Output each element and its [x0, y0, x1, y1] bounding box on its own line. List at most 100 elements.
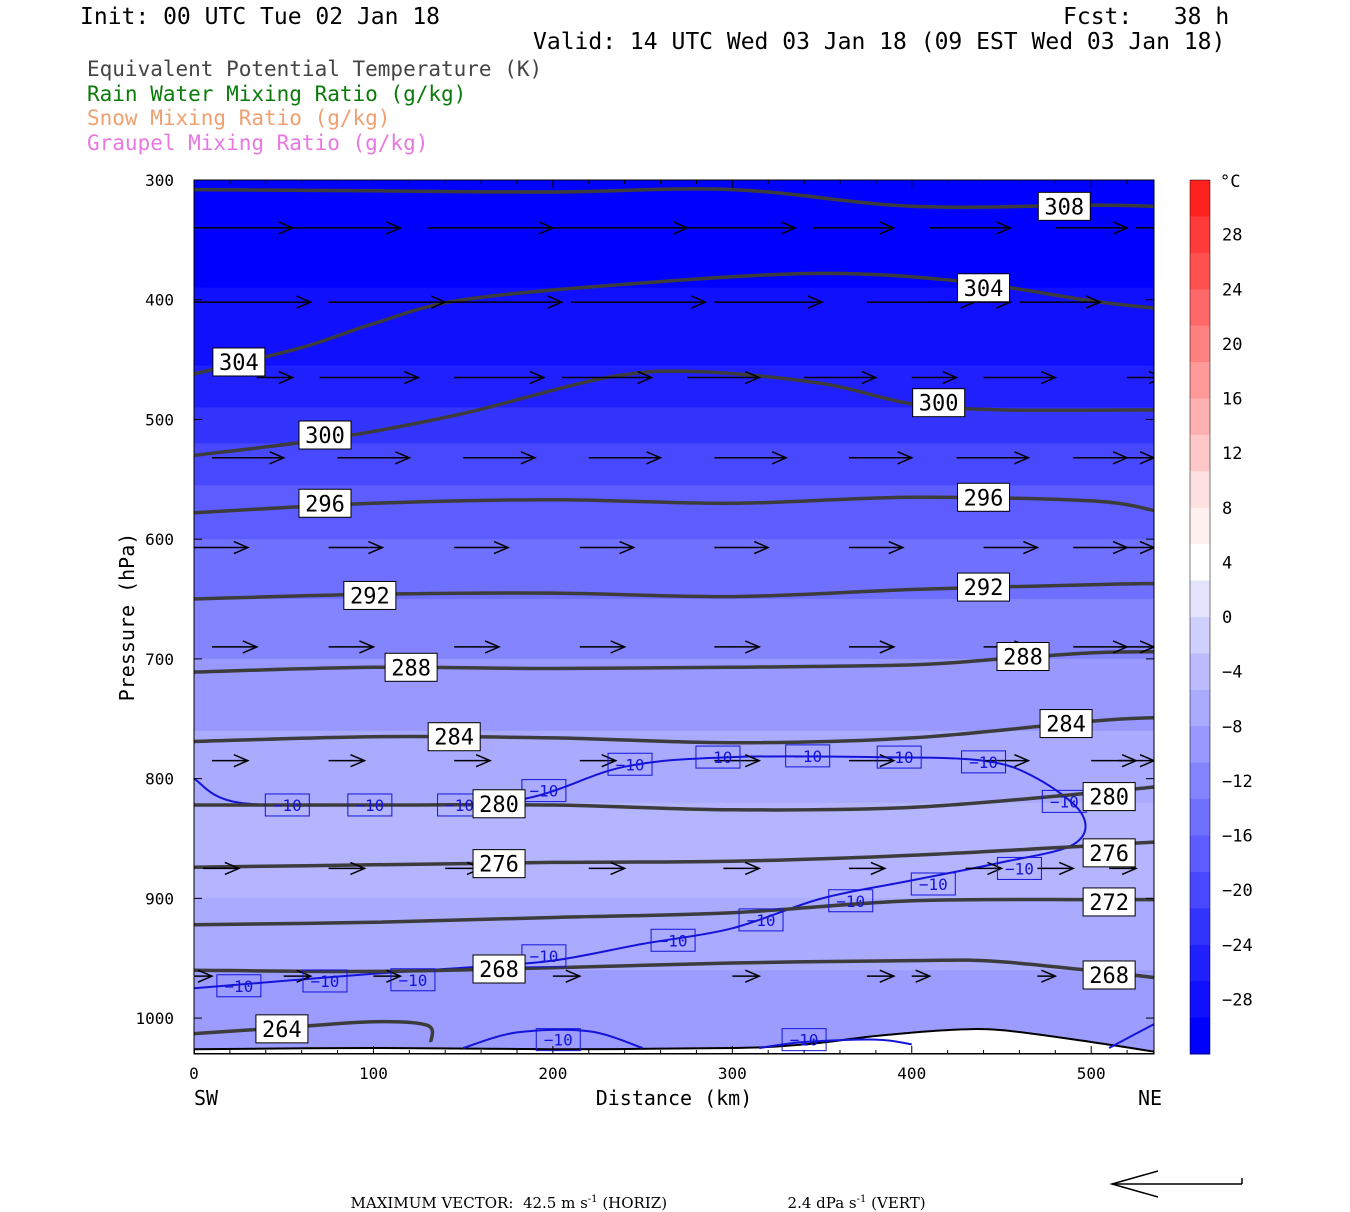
temperature-contour-label: −10 — [347, 793, 393, 817]
temperature-contour-label: −10 — [876, 745, 922, 769]
x-tick-label: 100 — [359, 1064, 388, 1083]
colorbar-swatch — [1190, 653, 1210, 691]
wind-vector — [328, 753, 367, 768]
svg-text:−10: −10 — [355, 796, 384, 815]
temperature-contour-label: −10 — [910, 872, 956, 896]
temperature-contour-label: −10 — [264, 793, 310, 817]
temperature-band — [194, 407, 1154, 444]
theta-e-contour-label: 300 — [912, 388, 966, 418]
wind-vector — [1109, 451, 1154, 465]
wind-vector — [1136, 227, 1154, 229]
temperature-contour-label: −10 — [650, 928, 696, 952]
colorbar-swatch — [1190, 434, 1210, 472]
wind-vector — [328, 540, 385, 555]
y-tick-label: 500 — [145, 410, 174, 429]
wind-vector — [454, 753, 492, 768]
wind-vector — [911, 969, 932, 983]
wind-vector — [723, 861, 762, 876]
vert-scale: 2.4 dPa s-1 (VERT) — [778, 1176, 926, 1212]
theta-e-contour — [194, 369, 1154, 458]
wind-vector — [714, 753, 762, 768]
svg-text:−10: −10 — [793, 747, 822, 766]
colorbar-swatch — [1190, 544, 1210, 582]
svg-text:296: 296 — [964, 486, 1004, 511]
wind-vector — [848, 451, 914, 465]
x-axis-label: Distance (km) — [596, 1086, 753, 1110]
svg-text:280: 280 — [1089, 786, 1129, 811]
max-vector-label: MAXIMUM VECTOR: — [350, 1194, 514, 1212]
theta-e-contour-label: 296 — [957, 482, 1011, 512]
svg-text:268: 268 — [1089, 964, 1129, 989]
svg-text:−10: −10 — [919, 875, 948, 894]
svg-text:284: 284 — [434, 726, 474, 751]
wind-vector — [848, 540, 905, 555]
x-right-label: NE — [1138, 1086, 1162, 1110]
temperature-contour-label: −10 — [738, 908, 784, 932]
theta-e-contour — [194, 958, 1154, 980]
colorbar-unit: °C — [1220, 172, 1240, 192]
theta-e-contour-label: 280 — [472, 789, 526, 819]
svg-text:−10: −10 — [445, 796, 474, 815]
svg-text:296: 296 — [305, 492, 345, 517]
theta-e-contour — [194, 1019, 435, 1043]
wind-vector — [579, 540, 636, 555]
svg-text:−10: −10 — [529, 782, 558, 801]
temperature-contour-label: −10 — [302, 969, 348, 993]
theta-e-contour-label: 268 — [472, 954, 526, 984]
wind-vector — [929, 221, 1013, 235]
colorbar-swatch — [1190, 835, 1210, 873]
temperature-contour-label: −10 — [961, 750, 1007, 774]
x-tick-label: 400 — [897, 1064, 926, 1083]
reference-vector-arrow-icon — [1109, 1170, 1243, 1198]
svg-text:−10: −10 — [1050, 792, 1079, 811]
theta-e-contour-label: 276 — [472, 849, 526, 879]
wind-vector — [1118, 540, 1154, 555]
svg-text:−10: −10 — [544, 1031, 573, 1050]
theta-e-contour-label: 284 — [1039, 709, 1093, 739]
wind-vector — [283, 969, 313, 983]
legend-line: Graupel Mixing Ratio (g/kg) — [87, 130, 429, 155]
svg-text:−10: −10 — [273, 796, 302, 815]
temperature-contour-label: −10 — [785, 744, 831, 768]
svg-text:308: 308 — [1044, 195, 1084, 220]
temperature-band — [194, 658, 1154, 732]
colorbar-swatch — [1190, 689, 1210, 727]
colorbar-label: 8 — [1222, 499, 1232, 519]
svg-text:300: 300 — [919, 392, 959, 417]
svg-text:−10: −10 — [398, 971, 427, 990]
wind-vector — [319, 370, 421, 385]
horiz-label: (HORIZ) — [602, 1194, 668, 1212]
colorbar-swatch — [1190, 908, 1210, 946]
y-tick-label: 800 — [145, 770, 174, 789]
y-tick-label: 400 — [145, 291, 174, 310]
wind-vector — [714, 540, 771, 555]
colorbar-swatch — [1190, 289, 1210, 327]
colorbar-swatch — [1190, 981, 1210, 1019]
legend-line: Snow Mixing Ratio (g/kg) — [87, 106, 391, 130]
theta-e-contour-label: 284 — [427, 722, 481, 752]
y-tick-label: 900 — [145, 889, 174, 908]
svg-text:−10: −10 — [969, 753, 998, 772]
wind-vector — [956, 451, 1031, 465]
wind-vector — [445, 295, 564, 309]
colorbar-swatch — [1190, 762, 1210, 800]
theta-e-contour-label: 300 — [298, 420, 352, 450]
colorbar-label: −28 — [1222, 990, 1253, 1010]
temperature-contour-label: −10 — [996, 856, 1042, 880]
svg-text:−10: −10 — [311, 972, 340, 991]
wind-vector — [552, 969, 582, 983]
svg-text:292: 292 — [964, 576, 1004, 601]
vert-label: (VERT) — [871, 1194, 926, 1212]
colorbar-label: 0 — [1222, 608, 1232, 628]
wind-vector — [579, 640, 627, 654]
wind-vector — [714, 640, 762, 654]
theta-e-contour — [194, 495, 1154, 515]
wind-vector — [687, 370, 762, 385]
colorbar-swatch — [1190, 871, 1210, 909]
x-tick-label: 300 — [718, 1064, 747, 1083]
wind-vector — [202, 861, 241, 876]
wind-vector — [732, 969, 762, 983]
wind-vector — [463, 451, 537, 465]
init-time: Init: 00 UTC Tue 02 Jan 18 — [80, 4, 441, 30]
svg-text:288: 288 — [391, 656, 431, 681]
